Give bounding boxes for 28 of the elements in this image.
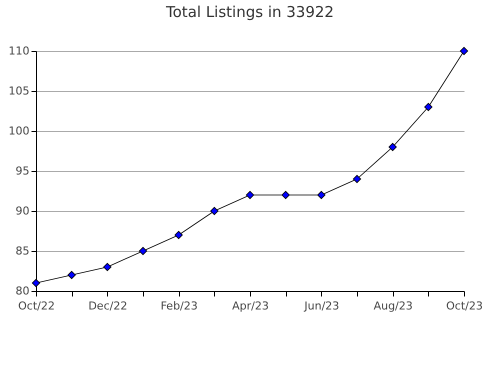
x-tick-label: Feb/23: [160, 300, 198, 312]
point: [68, 270, 76, 280]
point: [210, 206, 218, 216]
point: [317, 190, 326, 200]
point: [388, 142, 397, 152]
y-tick-label: 80: [16, 284, 30, 298]
point: [352, 174, 362, 184]
x-tick-label: Apr/23: [232, 300, 269, 312]
x-tick-label: Oct/22: [18, 300, 55, 312]
y-tick-label: 85: [16, 244, 30, 258]
y-tick-label: 90: [16, 204, 30, 218]
point: [174, 230, 183, 240]
x-tick-label: Oct/23: [446, 300, 483, 312]
y-tick-label: 105: [8, 84, 30, 98]
x-tick-label: Aug/23: [374, 300, 413, 312]
x-tick-label: Jun/23: [303, 300, 340, 312]
y-tick-label: 110: [8, 44, 30, 58]
point: [424, 102, 432, 112]
point: [460, 46, 468, 56]
y-tick-label: 100: [8, 124, 30, 138]
chart-title: Total Listings in 33922: [165, 3, 334, 21]
point: [32, 278, 40, 288]
point: [103, 262, 112, 272]
point: [246, 190, 254, 200]
point: [282, 190, 290, 200]
point: [138, 246, 148, 256]
x-tick-label: Dec/22: [88, 300, 128, 312]
y-tick-label: 95: [16, 164, 30, 178]
